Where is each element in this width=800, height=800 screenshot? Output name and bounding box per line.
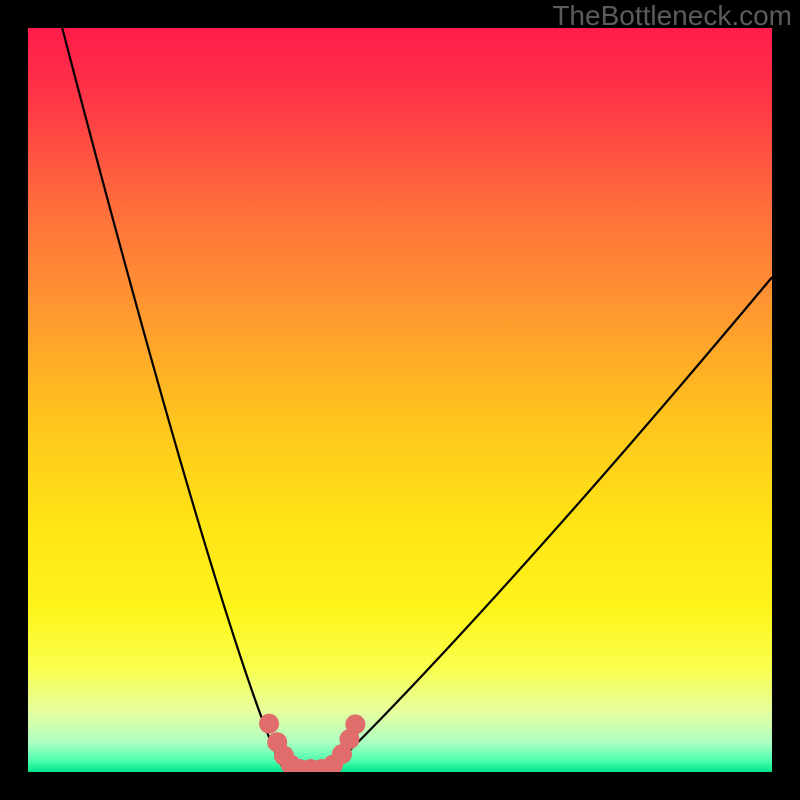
plot-area (28, 28, 772, 772)
bottleneck-curve (62, 28, 772, 770)
valley-dot (259, 714, 279, 734)
bottleneck-curve-layer (28, 28, 772, 772)
valley-dot (345, 714, 365, 734)
chart-frame: TheBottleneck.com (0, 0, 800, 800)
watermark-text: TheBottleneck.com (552, 0, 792, 32)
